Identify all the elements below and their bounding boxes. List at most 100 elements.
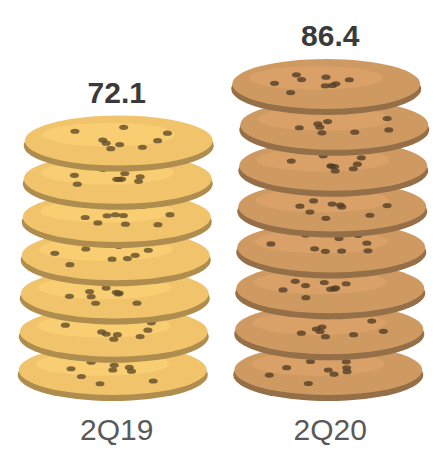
cookie-chip	[286, 90, 295, 95]
cookie-chip	[321, 249, 330, 254]
cookie-chip	[291, 279, 300, 284]
cookie-chip	[327, 164, 336, 169]
cookie-chip	[81, 215, 90, 220]
cookie-top	[232, 59, 420, 109]
cookie-chip	[50, 251, 59, 256]
cookie-chip	[136, 174, 145, 179]
cookie-chip	[132, 301, 141, 306]
cookie-stack	[18, 115, 214, 401]
cookie-chip	[108, 257, 117, 262]
cookie-chip	[321, 216, 330, 221]
cookie-chip	[67, 366, 76, 371]
cookie-chip	[81, 246, 90, 251]
cookie-chip	[143, 328, 152, 333]
cookie-chip	[350, 130, 359, 135]
cookie-chip	[96, 381, 105, 386]
cookie-chip	[97, 329, 106, 334]
cookie-chip	[138, 145, 147, 150]
cookie-chip	[115, 291, 124, 296]
cookie-chip	[362, 241, 371, 246]
cookie-chip	[330, 372, 339, 377]
cookie-chip	[98, 137, 107, 142]
cookie-chip	[119, 213, 128, 218]
cookie-chip	[297, 331, 306, 336]
chart: 72.1 2Q19 86.4 2Q20	[0, 0, 447, 455]
cookie-chip	[153, 222, 162, 227]
category-label: 2Q19	[80, 413, 153, 446]
cookie-chip	[70, 129, 79, 134]
cookie-chip	[305, 209, 314, 214]
cookie-chip	[266, 241, 275, 246]
cookie-chip	[367, 318, 376, 323]
cookie-chip	[115, 142, 124, 147]
cookie-chip	[349, 166, 358, 171]
cookie-chip	[318, 324, 327, 329]
cookie-chip	[112, 177, 121, 182]
cookie-chip	[123, 256, 132, 261]
cookie-chip	[65, 294, 74, 299]
cookie-chip	[121, 222, 130, 227]
cookie-chip	[342, 359, 351, 364]
cookie-chip	[287, 158, 296, 163]
cookie-chip	[292, 72, 301, 77]
cookie-chip	[61, 323, 70, 328]
cookie-chip	[328, 201, 337, 206]
cookie-chip	[383, 116, 392, 121]
cookie-chip	[163, 131, 172, 136]
cookie-chip	[357, 155, 366, 160]
cookie-highlight	[42, 123, 175, 146]
cookie-chip	[349, 332, 358, 337]
cookie-stack	[231, 58, 429, 401]
cookie-chip	[337, 248, 346, 253]
cookie-chip	[295, 204, 304, 209]
cookie-chip	[295, 125, 304, 130]
cookie-chip	[127, 369, 136, 374]
cookie-chip	[320, 280, 329, 285]
cookie-chip	[77, 374, 86, 379]
cookie-chip	[326, 163, 335, 168]
cookie-chip	[301, 295, 310, 300]
cookie-chip	[304, 381, 313, 386]
cookie-chip	[343, 369, 352, 374]
cookie-chip	[103, 213, 112, 218]
cookie-chip	[149, 378, 158, 383]
cookie-chip	[136, 334, 145, 339]
cookie-chip	[342, 281, 351, 286]
cookie-chip	[106, 146, 115, 151]
cookie-chip	[110, 363, 119, 368]
category-label: 2Q20	[294, 413, 367, 446]
cookie-chip	[379, 329, 388, 334]
cookie-chip	[282, 365, 291, 370]
cookie-chip	[309, 198, 318, 203]
data-label: 72.1	[88, 76, 146, 109]
cookie-chip	[265, 372, 274, 377]
cookie-chip	[144, 248, 153, 253]
cookie-chip	[317, 130, 326, 135]
cookie-chip	[85, 289, 94, 294]
cookie-chip	[70, 173, 79, 178]
cookie-chip	[331, 168, 340, 173]
cookie-chip	[153, 138, 162, 143]
cookie-chip	[87, 294, 96, 299]
cookie-chip	[111, 212, 120, 217]
data-label: 86.4	[301, 19, 360, 52]
cookie-chip	[91, 301, 100, 306]
cookie-chip	[345, 77, 354, 82]
cookie-chip	[337, 204, 346, 209]
cookie-chip	[109, 337, 118, 342]
cookie-chip	[301, 283, 310, 288]
cookie-highlight	[250, 66, 383, 89]
cookie-chip	[134, 179, 143, 184]
cookie-chip	[363, 248, 372, 253]
cookie-chip	[310, 246, 319, 251]
cookie-chip	[324, 367, 333, 372]
cookie-chip	[321, 334, 330, 339]
cookie-top	[25, 116, 213, 166]
cookie-chip	[165, 212, 174, 217]
cookie-chip	[270, 81, 279, 86]
cookie-chip	[65, 262, 74, 267]
cookie-chip	[73, 182, 82, 187]
cookie-chip	[119, 125, 128, 130]
cookie-chip	[113, 332, 122, 337]
cookie-chip	[297, 77, 306, 82]
